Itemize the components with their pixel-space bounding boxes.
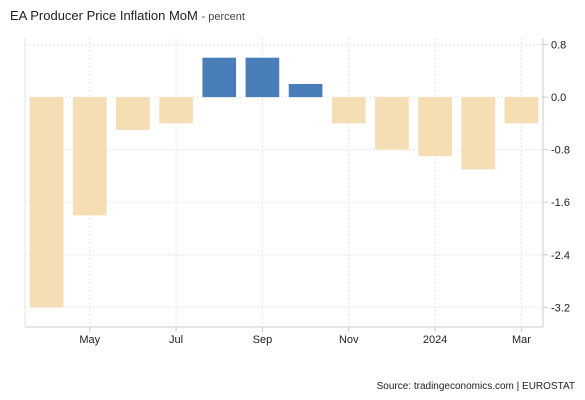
y-tick-label: -2.4 [551,250,570,262]
x-tick-label: 2024 [423,334,447,346]
bar [504,97,539,124]
chart-title-block: EA Producer Price Inflation MoM - percen… [10,8,245,23]
bar [159,97,193,124]
y-tick-label: 0.8 [551,40,566,52]
bar [202,57,237,98]
chart-subtitle: percent [208,11,245,23]
x-tick-label: May [79,334,100,346]
x-tick-label: Jul [169,334,183,346]
bar [418,97,452,157]
bar [116,97,150,130]
bar [245,57,280,98]
x-tick-label: Nov [339,334,359,346]
bar [72,97,107,216]
y-tick-label: 0.0 [551,92,566,104]
y-tick-label: -3.2 [551,302,570,314]
source-credit: Source: tradingeconomics.com | EUROSTAT [376,381,575,392]
x-tick-label: Sep [253,334,273,346]
bar [331,97,366,124]
bar [29,97,64,308]
y-tick-label: -0.8 [551,145,570,157]
y-tick-label: -1.6 [551,197,570,209]
chart-title: EA Producer Price Inflation MoM [10,8,198,23]
bar [288,83,323,98]
x-tick-label: Mar [512,334,531,346]
bar [375,97,409,150]
bar [461,97,496,170]
chart-subtitle-separator: - [201,11,209,23]
